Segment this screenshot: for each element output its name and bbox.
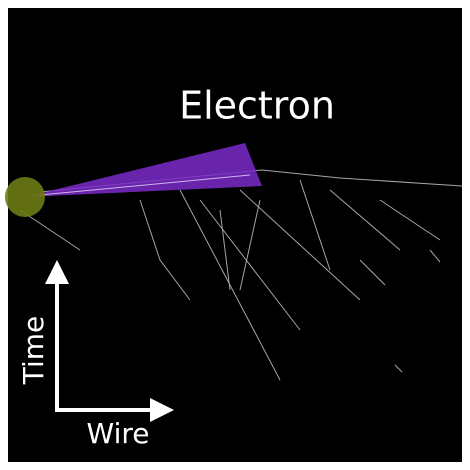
page: {"labels": {"particle": "Electron", "y_a… xyxy=(0,0,470,470)
time-label: Time xyxy=(17,316,50,386)
vertex xyxy=(5,177,45,217)
wire-label: Wire xyxy=(87,417,150,450)
particle-label: Electron xyxy=(179,84,335,128)
event-display: Electron Time Wire xyxy=(0,0,470,470)
background xyxy=(8,8,462,462)
